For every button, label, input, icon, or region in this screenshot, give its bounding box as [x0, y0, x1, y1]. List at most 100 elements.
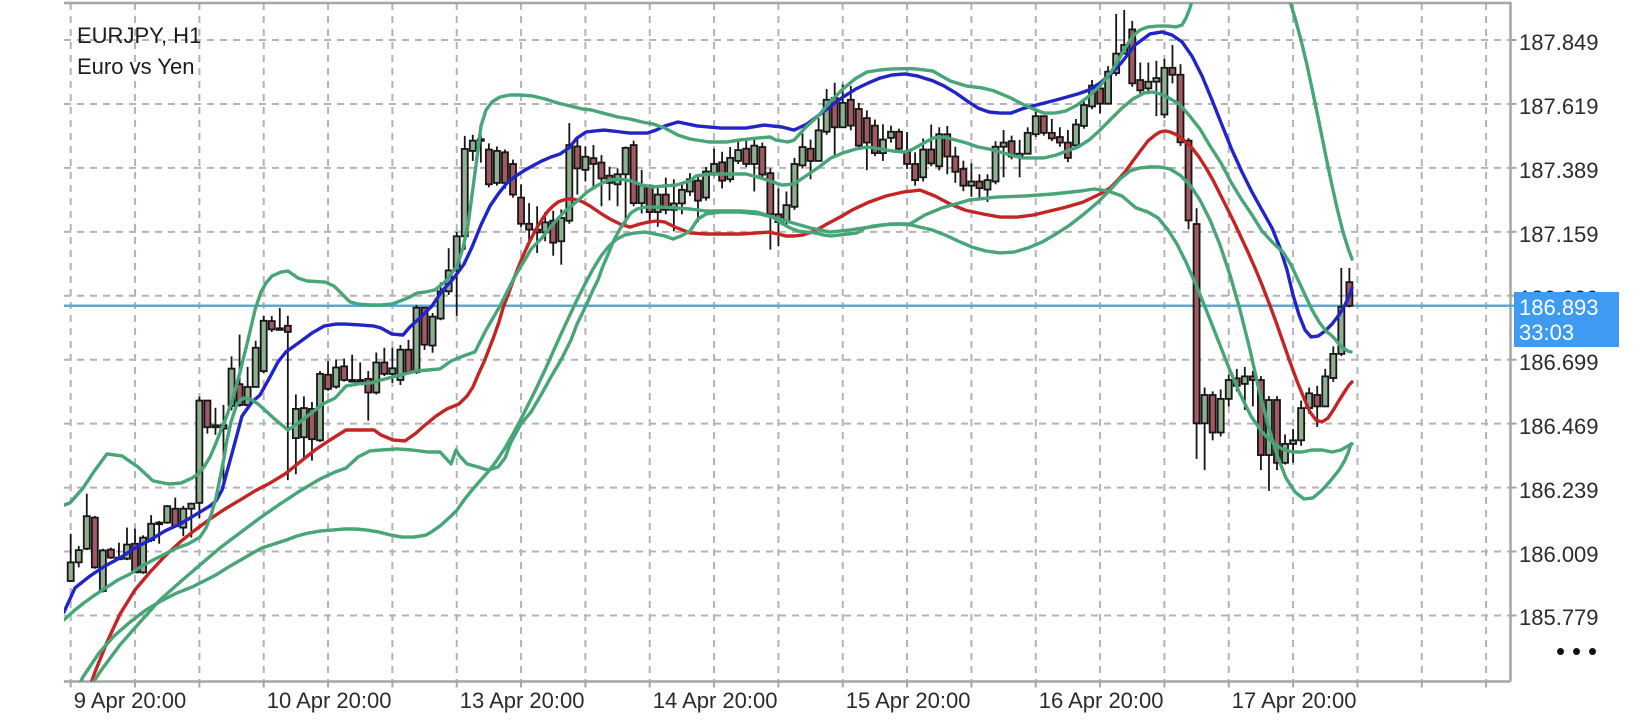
time-axis-label: 14 Apr 20:00: [652, 688, 778, 713]
candle: [557, 217, 566, 243]
candle: [468, 139, 477, 152]
candle: [396, 348, 405, 381]
candle: [661, 193, 670, 211]
candle: [1039, 115, 1048, 134]
menu-dot: [1557, 648, 1564, 655]
candle: [356, 379, 365, 383]
symbol-title-block: EURJPY, H1 Euro vs Yen: [77, 20, 201, 82]
candle: [1128, 28, 1137, 85]
candle: [983, 179, 992, 191]
candle: [493, 150, 501, 184]
overlay-band_upper: [64, 3, 1194, 507]
candle: [1031, 115, 1040, 136]
candle: [951, 155, 960, 173]
overlay-band_middle: [64, 90, 1353, 622]
menu-dot: [1573, 648, 1580, 655]
candle: [517, 196, 525, 225]
candle: [1055, 136, 1064, 144]
candle: [573, 145, 582, 170]
candle: [999, 141, 1008, 148]
candle: [694, 179, 702, 202]
candle: [1072, 123, 1080, 147]
right-axis-mask: [1512, 0, 1640, 720]
candle: [1216, 397, 1225, 434]
candle: [1313, 394, 1322, 408]
candle: [308, 408, 316, 441]
price-axis-label: 187.389: [1519, 157, 1599, 183]
candle: [107, 548, 115, 559]
candle: [267, 320, 276, 331]
candle: [348, 379, 357, 383]
candle: [187, 502, 196, 510]
candle: [742, 147, 751, 165]
price-axis-label: 186.699: [1519, 349, 1599, 375]
current-price-value: 186.893: [1519, 295, 1599, 320]
candle: [1047, 131, 1056, 140]
candle: [1200, 394, 1209, 425]
candle: [90, 516, 99, 569]
candle: [895, 130, 903, 150]
candle: [1208, 394, 1217, 434]
candle: [484, 148, 493, 186]
candle: [597, 161, 606, 180]
candle: [1136, 79, 1145, 92]
candle: [1329, 352, 1338, 379]
candle: [211, 424, 220, 429]
candle: [243, 386, 252, 406]
more-menu-button[interactable]: [1557, 648, 1596, 655]
candle-countdown: 33:03: [1519, 320, 1575, 345]
candle: [798, 146, 807, 167]
time-axis-label: 16 Apr 20:00: [1038, 688, 1164, 713]
candle: [814, 129, 823, 162]
overlay-band_lower: [91, 165, 1353, 682]
candle: [581, 155, 590, 171]
candle: [1080, 104, 1088, 127]
candle: [854, 108, 863, 147]
candle: [549, 219, 558, 244]
candle: [1321, 375, 1330, 408]
candle: [163, 505, 172, 524]
candle: [82, 515, 91, 550]
overlay-blue_ma: [64, 30, 1354, 614]
candle: [1289, 439, 1297, 445]
candle: [967, 180, 976, 187]
candle-bodies: [66, 28, 1354, 592]
symbol-name: EURJPY, H1: [77, 23, 202, 48]
candle: [871, 124, 879, 155]
candle: [428, 315, 437, 347]
candle: [380, 361, 389, 375]
overlay-red_ma: [89, 129, 1354, 682]
candle: [702, 170, 710, 199]
candle: [734, 149, 743, 162]
price-axis-label: 186.239: [1519, 477, 1599, 503]
candle: [1297, 407, 1306, 442]
candle: [1273, 399, 1281, 464]
candle: [975, 180, 984, 190]
candle: [251, 346, 260, 388]
symbol-description: Euro vs Yen: [77, 54, 195, 79]
candle: [887, 130, 895, 139]
overlay-green_slow_ma: [78, 187, 1354, 682]
time-axis-label: 15 Apr 20:00: [845, 688, 971, 713]
candle: [621, 146, 630, 176]
candle: [903, 151, 911, 165]
candle-wicks: [69, 9, 1351, 593]
candle: [372, 361, 381, 394]
price-axis-label: 186.009: [1519, 541, 1599, 567]
candle: [1152, 77, 1161, 83]
candle: [235, 383, 244, 406]
candle: [927, 148, 936, 165]
candle: [259, 319, 268, 372]
candle: [959, 168, 968, 187]
candle: [766, 172, 775, 216]
candle: [879, 138, 887, 155]
price-axis-label: 185.779: [1519, 605, 1599, 631]
candle: [838, 101, 847, 129]
candle: [1096, 87, 1104, 105]
candle: [726, 156, 735, 181]
candle: [501, 151, 509, 184]
candle: [74, 549, 83, 564]
candle: [637, 184, 646, 205]
